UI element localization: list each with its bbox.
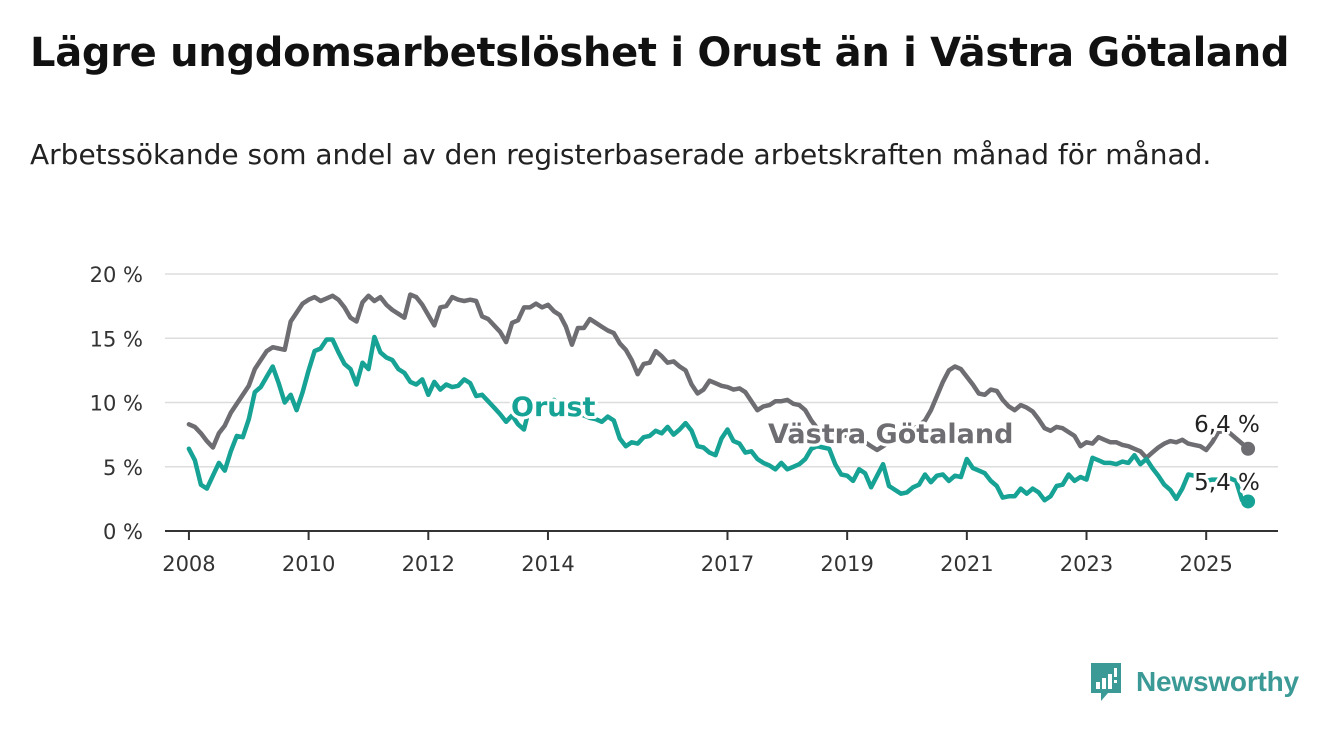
y-tick-label: 0 % <box>103 520 143 544</box>
axis-layer: 0 % 5 % 10 % 15 % 20 % 2008 2010 2012 2014 2017 20… <box>90 263 1278 576</box>
x-tick-label: 2019 <box>820 552 873 576</box>
brand: Newsworthy <box>1088 660 1299 704</box>
x-tick-label: 2012 <box>402 552 455 576</box>
x-tick-label: 2023 <box>1060 552 1113 576</box>
x-tick-label: 2010 <box>282 552 335 576</box>
chart-subtitle: Arbetssökande som andel av den registerb… <box>30 138 1212 171</box>
y-tick-label: 10 % <box>90 392 143 416</box>
x-tick-label: 2017 <box>701 552 754 576</box>
newsworthy-logo-icon <box>1091 663 1121 701</box>
x-tick-label: 2025 <box>1179 552 1232 576</box>
grid-layer <box>165 273 1278 468</box>
chart-title: Lägre ungdomsarbetslöshet i Orust än i V… <box>30 30 1290 76</box>
series-line-vastra-gotaland <box>186 292 1251 461</box>
end-value-vastra-gotaland: 6,4 % <box>1194 412 1260 438</box>
y-tick-label: 20 % <box>90 263 143 287</box>
end-point-vastra-gotaland <box>1241 441 1256 456</box>
end-point-orust <box>1241 494 1256 509</box>
y-tick-label: 5 % <box>103 456 143 480</box>
label-layer: Västra Götaland Orust 6,4 % 5,4 % <box>508 389 1263 499</box>
x-tick-label: 2021 <box>940 552 993 576</box>
series-label-orust: Orust <box>511 392 596 423</box>
end-value-orust: 5,4 % <box>1194 470 1260 496</box>
series-label-vastra-gotaland: Västra Götaland <box>768 419 1013 450</box>
brand-name: Newsworthy <box>1136 666 1299 697</box>
x-tick-label: 2014 <box>521 552 574 576</box>
series-layer <box>186 292 1256 509</box>
x-tick-label: 2008 <box>162 552 215 576</box>
y-tick-label: 15 % <box>90 327 143 351</box>
series-line-orust <box>186 334 1251 504</box>
